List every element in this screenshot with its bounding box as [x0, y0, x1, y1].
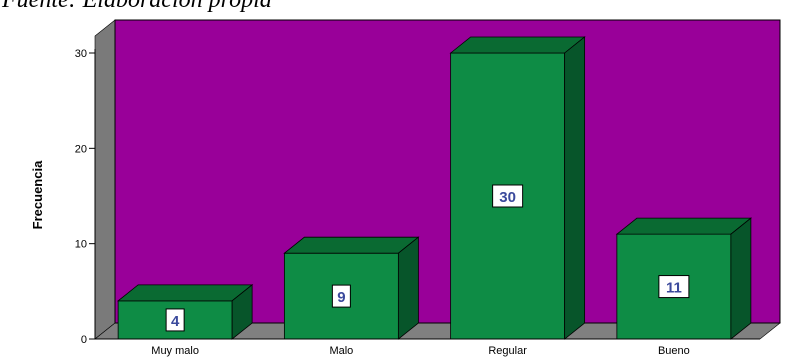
bar-top [449, 36, 586, 54]
data-label: 30 [499, 189, 516, 206]
bar-top [283, 236, 420, 254]
data-label-box [331, 284, 351, 308]
bar-top [615, 217, 753, 235]
y-axis-label: Frecuencia [30, 160, 45, 229]
y-tick-label: 0 [81, 334, 87, 346]
data-label: 4 [171, 313, 180, 330]
bar-top [116, 284, 254, 302]
x-tick-label: Regular [488, 345, 527, 357]
bar-side [730, 217, 752, 340]
y-tick-label: 10 [75, 239, 87, 251]
y-tick-label: 20 [75, 143, 87, 155]
data-label-box [658, 275, 690, 299]
data-label-box [165, 308, 185, 332]
source-caption: Fuente: Elaboración propia [2, 0, 272, 13]
back-wall-outline [114, 19, 781, 324]
bar-side [397, 236, 419, 340]
x-tick-label: Bueno [658, 345, 690, 357]
x-tick-label: Muy malo [151, 345, 199, 357]
y-tick-label: 30 [75, 48, 87, 60]
data-label-box [492, 184, 524, 208]
chart-axis-layer: Muy malo Malo Regular Bueno 0 10 20 30 [75, 48, 760, 357]
bar-side [231, 284, 253, 340]
data-label: 9 [337, 289, 345, 306]
x-tick-label: Malo [329, 345, 353, 357]
bar-side [564, 36, 586, 340]
data-label: 11 [666, 280, 682, 297]
side-wall [94, 19, 116, 340]
